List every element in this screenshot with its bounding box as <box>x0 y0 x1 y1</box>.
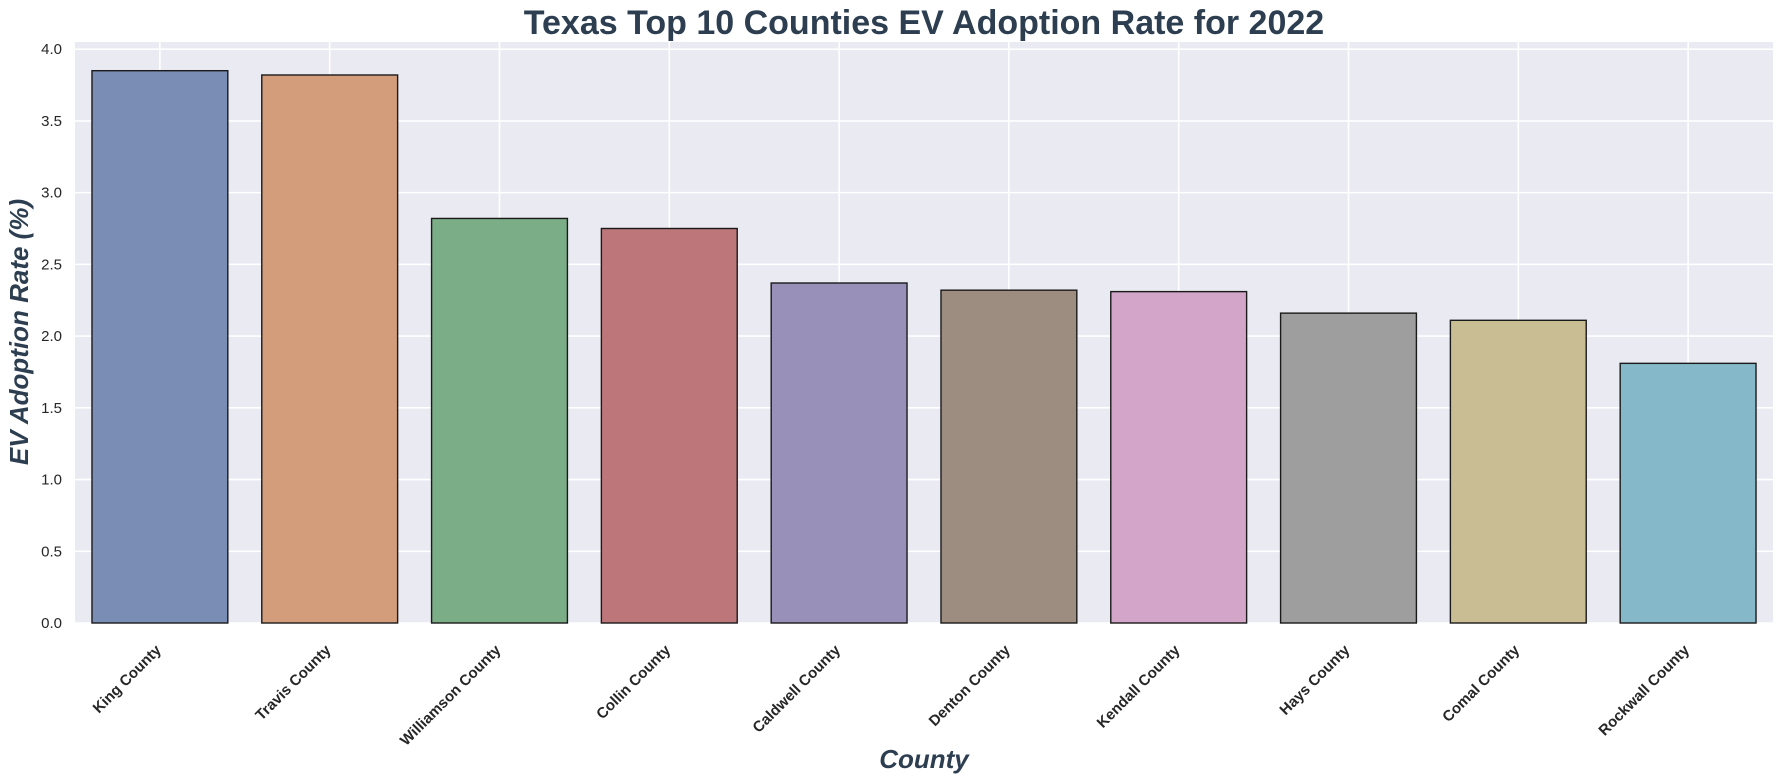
x-tick-label: Hays County <box>1276 641 1353 718</box>
bar-king-county <box>91 69 229 624</box>
bar-denton-county <box>940 289 1078 624</box>
x-tick-label: Rockwall County <box>1595 641 1693 739</box>
y-tick-label: 3.0 <box>41 185 62 202</box>
x-axis-ticks: King County Travis County Williamson Count… <box>90 641 1694 749</box>
chart-title: Texas Top 10 Counties EV Adoption Rate f… <box>524 4 1324 42</box>
bar-travis-county <box>261 74 399 624</box>
bar-caldwell-county <box>770 282 908 624</box>
y-tick-label: 1.5 <box>41 400 62 417</box>
bar-williamson-county <box>430 217 569 624</box>
x-tick-label: Collin County <box>593 641 674 722</box>
y-tick-label: 2.5 <box>41 256 62 273</box>
x-tick-label: Kendall County <box>1094 641 1184 731</box>
y-tick-label: 0.0 <box>41 615 62 632</box>
x-tick-label: Denton County <box>926 641 1014 729</box>
x-tick-label: Williamson County <box>397 641 505 749</box>
y-tick-label: 1.0 <box>41 472 62 489</box>
x-tick-label: Caldwell County <box>749 641 844 736</box>
y-axis-label: EV Adoption Rate (%) <box>4 199 34 465</box>
bars <box>91 69 1757 624</box>
bar-hays-county <box>1279 312 1418 624</box>
y-tick-label: 3.5 <box>41 113 62 130</box>
x-tick-label: Travis County <box>252 641 335 724</box>
x-tick-label: King County <box>90 641 166 717</box>
bar-collin-county <box>600 227 738 624</box>
x-axis-label: County <box>879 744 970 774</box>
y-axis-ticks: 0.0 0.5 1.0 1.5 2.0 2.5 3.0 3.5 4.0 <box>41 41 62 632</box>
y-tick-label: 4.0 <box>41 41 62 58</box>
bar-rockwall-county <box>1619 362 1757 624</box>
y-tick-label: 2.0 <box>41 328 62 345</box>
y-tick-label: 0.5 <box>41 543 62 560</box>
bar-comal-county <box>1449 319 1587 624</box>
x-tick-label: Comal County <box>1439 641 1523 725</box>
bar-kendall-county <box>1110 290 1248 624</box>
